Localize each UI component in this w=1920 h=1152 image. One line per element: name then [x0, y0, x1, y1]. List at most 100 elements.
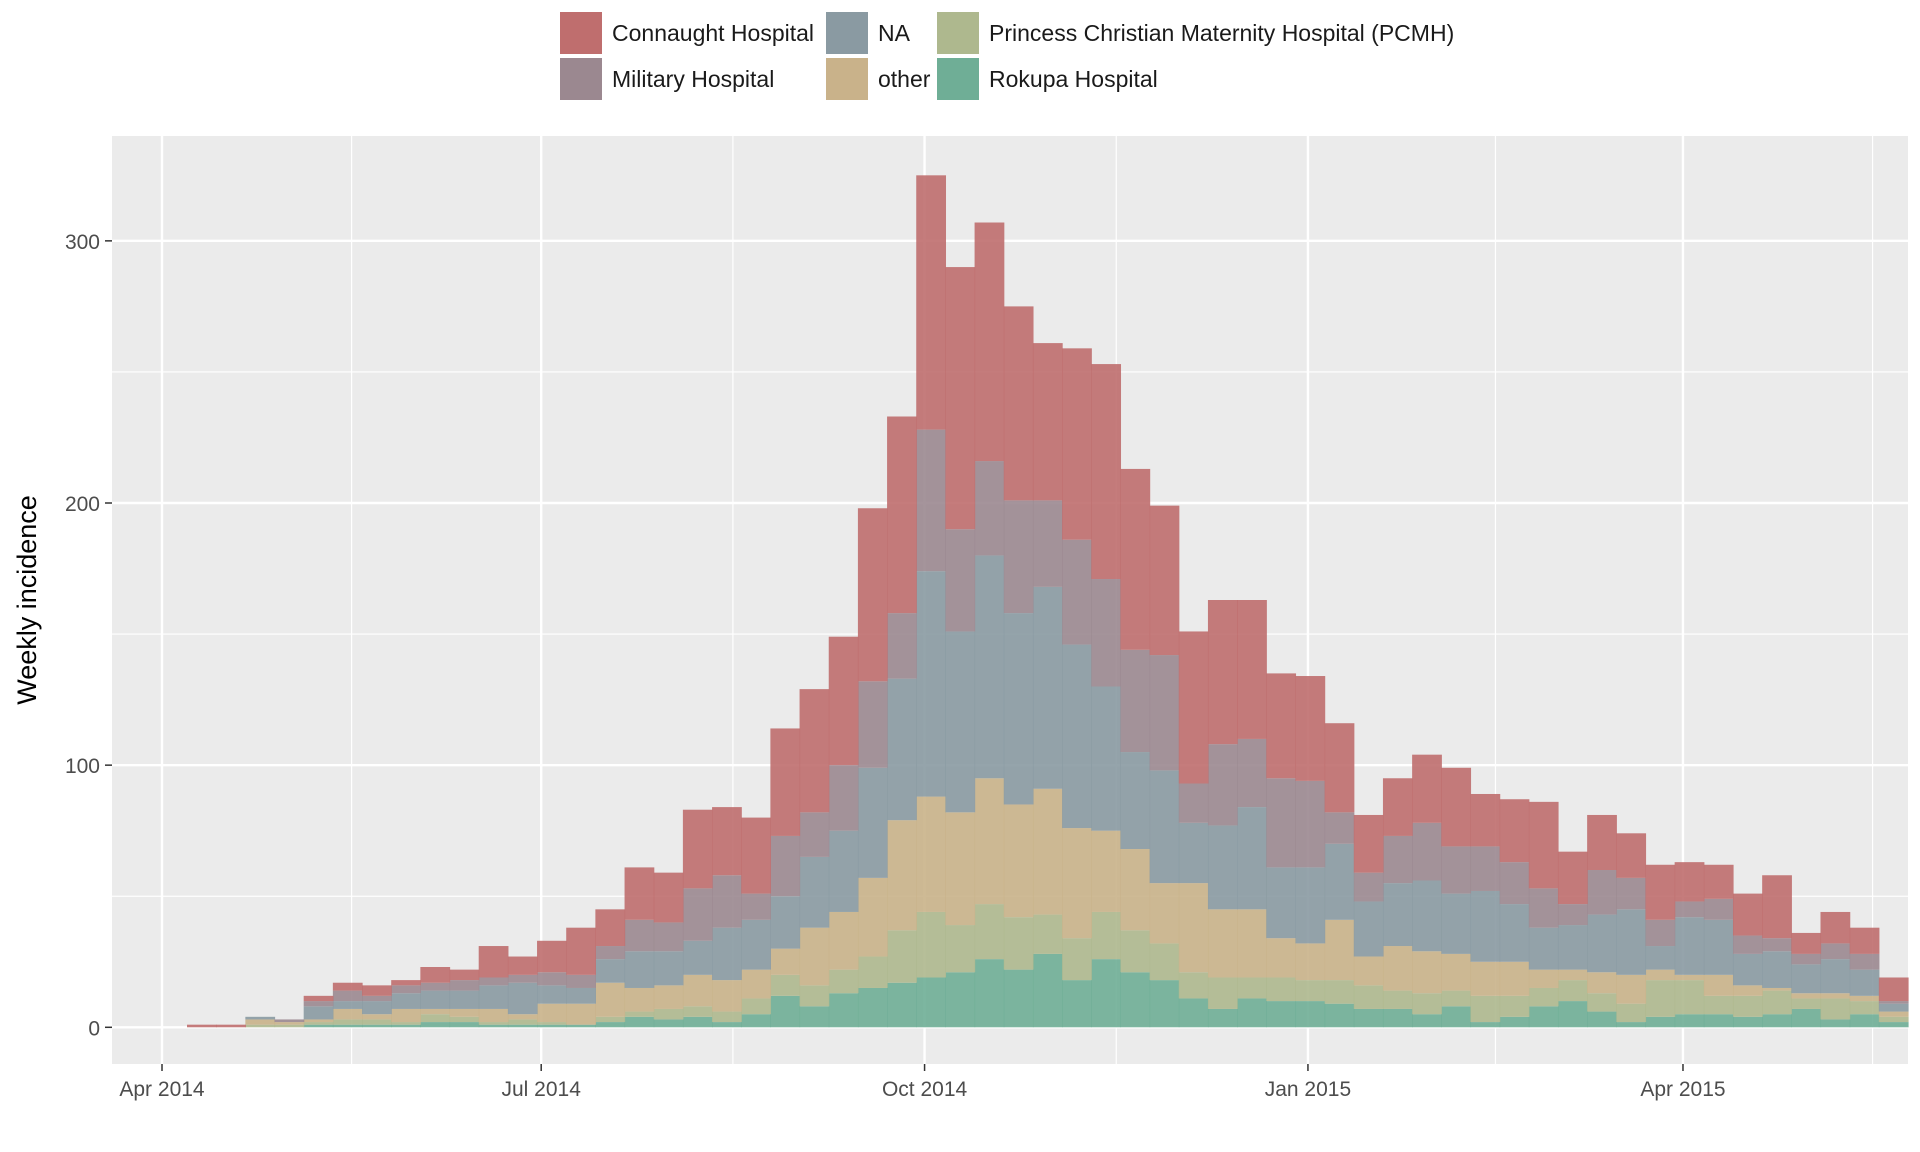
bar-segment: [216, 1024, 246, 1028]
bar-segment: [974, 904, 1005, 960]
bar-segment: [1762, 990, 1792, 1015]
bar-segment: [1178, 631, 1209, 784]
bar-segment: [1499, 961, 1530, 996]
bar-segment: [595, 1022, 626, 1028]
bar-segment: [1674, 862, 1705, 902]
bar-segment: [478, 977, 509, 986]
bar-segment: [1149, 943, 1180, 981]
bar-segment: [857, 987, 888, 1028]
bar-segment: [1032, 914, 1063, 954]
bar-segment: [1732, 1016, 1763, 1028]
bar-segment: [537, 940, 567, 973]
bar-segment: [945, 972, 976, 1028]
bar-segment: [478, 1022, 509, 1025]
x-tick-label: Oct 2014: [882, 1078, 968, 1101]
bar-segment: [653, 985, 684, 1009]
bar-segment: [245, 1016, 276, 1020]
bar-segment: [653, 1019, 684, 1028]
bar-segment: [1849, 1001, 1880, 1015]
bar-segment: [1295, 780, 1326, 868]
bar-segment: [1470, 890, 1501, 962]
bar-segment: [1149, 980, 1180, 1028]
bar-segment: [1324, 1003, 1355, 1028]
series-other: [245, 778, 1909, 1025]
bar-segment: [1674, 980, 1705, 1015]
bar-segment: [1091, 911, 1122, 960]
bar-segment: [303, 995, 334, 1002]
bar-segment: [682, 888, 713, 941]
bar-segment: [1091, 830, 1122, 912]
bar-segment: [799, 856, 830, 928]
bar-segment: [770, 728, 801, 836]
bar-segment: [478, 1024, 509, 1028]
bar-segment: [1032, 343, 1063, 501]
bar-segment: [1587, 814, 1617, 871]
bar-segment: [332, 1019, 363, 1025]
bar-segment: [362, 1001, 392, 1015]
bar-segment: [1032, 586, 1063, 789]
bar-segment: [1820, 1019, 1851, 1028]
bar-segment: [187, 1024, 217, 1028]
bar-segment: [420, 982, 451, 991]
bar-segment: [245, 1024, 276, 1028]
legend-swatch: [826, 12, 868, 54]
bar-segment: [1557, 925, 1588, 970]
bar-segment: [1295, 867, 1326, 944]
bar-segment: [1353, 985, 1384, 1009]
y-tick-label: 200: [65, 493, 100, 516]
bar-segment: [712, 807, 742, 876]
bar-segment: [1441, 990, 1472, 1007]
bar-segment: [1674, 974, 1705, 981]
bar-segment: [1178, 822, 1209, 884]
bar-segment: [1032, 953, 1063, 1028]
bar-segment: [741, 998, 771, 1015]
bar-segment: [1207, 744, 1238, 826]
bar-segment: [1616, 1003, 1647, 1023]
bar-segment: [449, 969, 480, 981]
bar-segment: [1528, 888, 1559, 928]
bar-segment: [1237, 738, 1267, 808]
bar-segment: [391, 993, 421, 1009]
bar-segment: [712, 1011, 742, 1023]
bar-segment: [945, 631, 976, 813]
bar-segment: [1820, 959, 1851, 994]
legend-label: Connaught Hospital: [612, 20, 815, 46]
bar-segment: [653, 872, 684, 923]
bar-segment: [1266, 1001, 1297, 1028]
bar-segment: [799, 1006, 830, 1028]
bar-segment: [1878, 1011, 1909, 1017]
bar-segment: [1353, 956, 1384, 986]
x-tick-label: Jan 2015: [1265, 1078, 1351, 1101]
bar-segment: [1499, 904, 1530, 962]
bar-segment: [1441, 953, 1472, 991]
bar-segment: [1382, 778, 1413, 836]
bar-segment: [1499, 1016, 1530, 1028]
bar-segment: [1791, 953, 1822, 965]
bar-segment: [916, 911, 947, 978]
series-na: [245, 555, 1909, 1020]
bar-segment: [566, 987, 596, 1004]
bar-segment: [1470, 995, 1501, 1023]
bar-segment: [653, 1008, 684, 1020]
bar-segment: [1324, 919, 1355, 981]
bar-segment: [857, 681, 888, 768]
bar-segment: [1062, 828, 1092, 939]
bar-segment: [624, 1016, 655, 1028]
bar-segment: [478, 946, 509, 978]
bar-segment: [1353, 872, 1384, 902]
bar-segment: [1791, 1008, 1822, 1028]
bar-segment: [1732, 985, 1763, 996]
bar-segment: [1091, 579, 1122, 687]
bar-segment: [1499, 862, 1530, 905]
bar-segment: [1557, 1001, 1588, 1028]
bar-segment: [1703, 864, 1734, 899]
bar-segment: [1587, 870, 1617, 915]
bar-segment: [1266, 778, 1297, 868]
y-tick-label: 100: [65, 755, 100, 778]
bar-segment: [945, 267, 976, 530]
bar-segment: [828, 969, 859, 994]
legend-label: Rokupa Hospital: [989, 66, 1158, 92]
bar-segment: [362, 1024, 392, 1028]
y-tick-label: 300: [65, 231, 100, 254]
bar-segment: [1645, 946, 1676, 970]
